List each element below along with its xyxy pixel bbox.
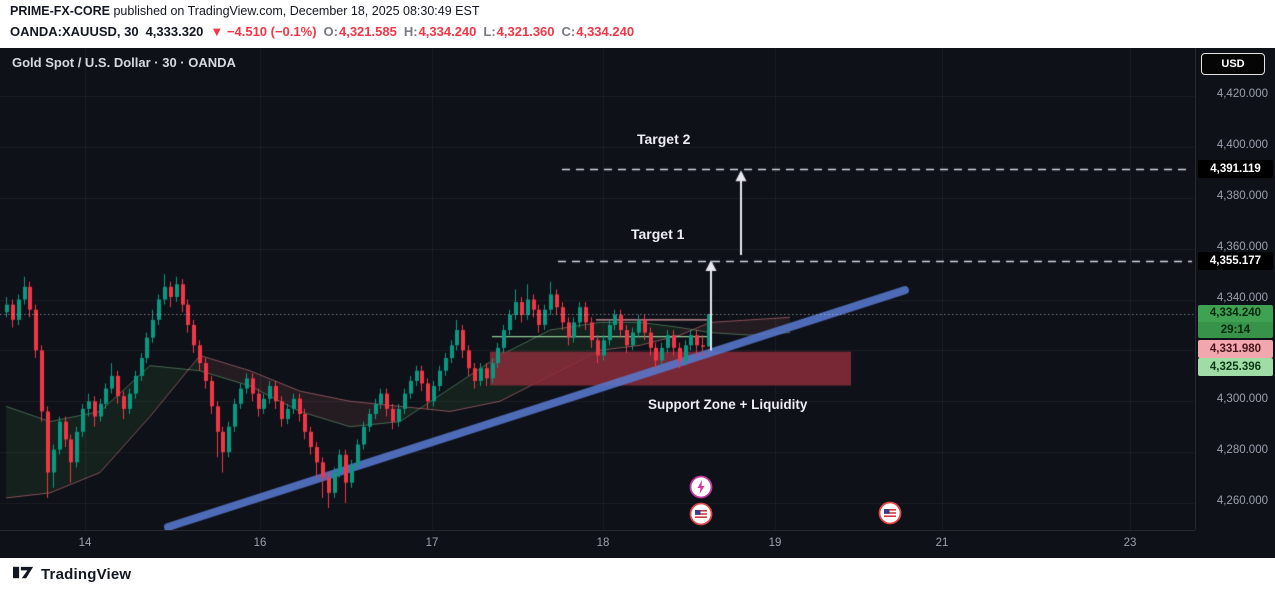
price-axis[interactable]: USD 4,391.119 4,355.177 4,334.240 29:14 … (1195, 48, 1275, 530)
economic-event-icon[interactable] (689, 475, 713, 499)
close-value: C: 4,334.240 (561, 24, 635, 39)
time-axis-label: 23 (1123, 537, 1137, 549)
time-axis-label: 17 (425, 537, 439, 549)
target2-price-badge: 4,391.119 (1198, 160, 1273, 179)
published-info: published on TradingView.com, December 1… (113, 4, 480, 18)
kijun-price-badge: 4,325.396 (1198, 358, 1273, 377)
current-price-value: 4,334.240 (1198, 305, 1273, 323)
target2-label: Target 2 (637, 131, 691, 147)
price-axis-label: 4,340.000 (1216, 291, 1268, 304)
current-price-badge: 4,334.240 29:14 (1198, 305, 1273, 339)
tradingview-logo[interactable] (13, 565, 34, 585)
chart-area: Gold Spot / U.S. Dollar · 30 · OANDA Tar… (0, 48, 1275, 558)
time-axis-label: 19 (768, 537, 782, 549)
price-axis-label: 4,280.000 (1216, 444, 1268, 457)
time-axis-label: 16 (253, 537, 267, 549)
target1-price-badge: 4,355.177 (1198, 251, 1273, 270)
low-value: L: 4,321.360 (483, 24, 555, 39)
time-axis-label: 18 (596, 537, 610, 549)
bar-countdown: 29:14 (1198, 322, 1273, 339)
published-line: PRIME-FX-CORE published on TradingView.c… (10, 4, 479, 18)
currency-toggle-button[interactable]: USD (1201, 53, 1265, 75)
price-axis-label: 4,420.000 (1216, 88, 1268, 100)
price-axis-label: 4,300.000 (1216, 393, 1268, 406)
price-axis-label: 4,400.000 (1216, 138, 1268, 151)
chart-symbol-title: Gold Spot / U.S. Dollar · 30 · OANDA (12, 55, 236, 70)
price-axis-label: 4,260.000 (1216, 495, 1268, 508)
price-axis-label: 4,380.000 (1216, 189, 1268, 202)
us-flag-event-icon[interactable] (878, 501, 902, 525)
tenkan-price-badge: 4,331.980 (1198, 340, 1273, 359)
price-axis-label: 4,360.000 (1216, 240, 1268, 253)
time-axis[interactable]: 14 16 17 18 19 21 23 (0, 530, 1195, 558)
symbol-line: OANDA:XAUUSD, 30 4,333.320 ▼ −4.510 (−0.… (10, 24, 634, 39)
time-axis-label: 21 (935, 537, 949, 549)
high-value: H: 4,334.240 (403, 24, 477, 39)
last-price: 4,333.320 (145, 24, 204, 39)
snapshot-footer: TradingView (0, 558, 1275, 591)
snapshot-header: PRIME-FX-CORE published on TradingView.c… (0, 0, 1275, 48)
brand-name: TradingView (41, 566, 132, 583)
price-chart-canvas (0, 48, 1195, 530)
target1-label: Target 1 (631, 226, 685, 242)
open-value: O: 4,321.585 (323, 24, 397, 39)
time-axis-label: 14 (78, 537, 92, 549)
price-change: ▼ −4.510 (−0.1%) (210, 24, 317, 39)
support-zone-label: Support Zone + Liquidity (648, 397, 808, 412)
us-flag-event-icon[interactable] (689, 502, 713, 526)
symbol-name: OANDA:XAUUSD, 30 (10, 24, 139, 39)
publisher-name: PRIME-FX-CORE (10, 4, 110, 18)
